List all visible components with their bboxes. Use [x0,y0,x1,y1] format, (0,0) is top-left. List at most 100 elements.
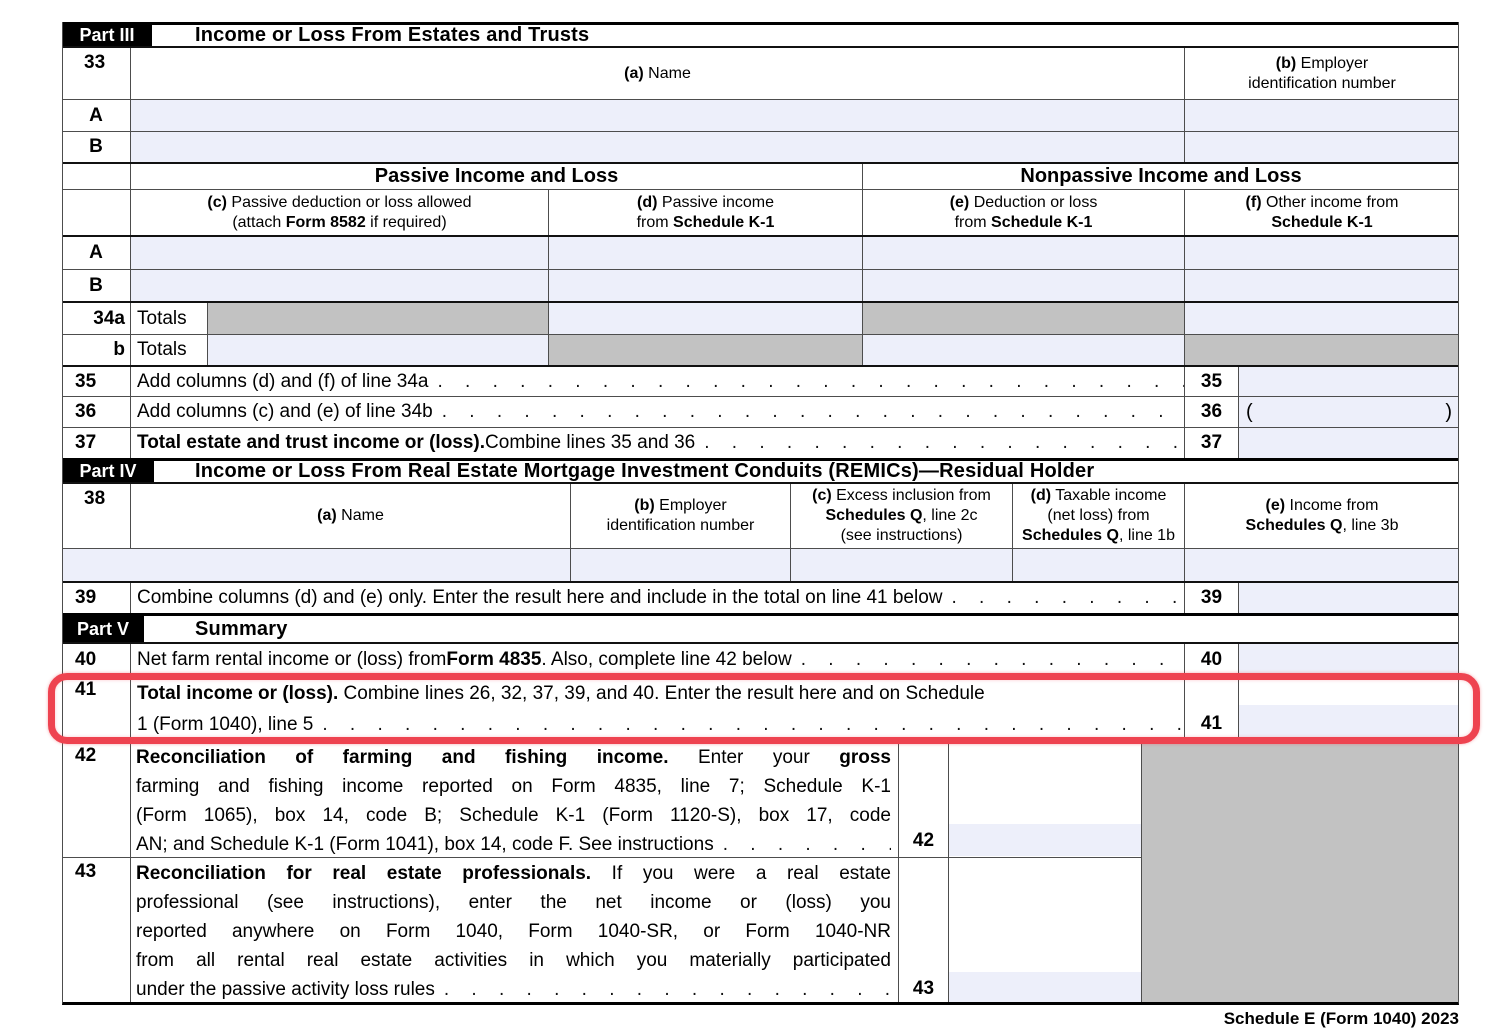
input-34a-col-f[interactable] [1184,303,1459,334]
col-header-38a: (a) Name [130,484,570,548]
line-41-number: 41 [75,679,97,700]
line-42-box: 42 [898,742,948,857]
shaded-34a-col-c [207,303,548,334]
input-33B-name[interactable] [130,132,1184,162]
input-38-ein[interactable] [570,549,790,581]
shaded-34b-col-f [1184,335,1459,365]
form-footer: Schedule E (Form 1040) 2023 [1223,1009,1459,1028]
row-A-label: A [89,104,103,126]
line-43-amount-cell [948,858,1141,1005]
paren-open: ( [1246,400,1253,423]
input-34b-col-e[interactable] [862,335,1184,365]
line-35-number: 35 [75,370,97,392]
line-43-text: Reconciliation for real estate professio… [130,858,898,1005]
input-34b-col-c[interactable] [207,335,548,365]
input-B-col-e[interactable] [862,270,1184,301]
input-41-amount[interactable] [1239,705,1459,739]
dot-leader: . . . . . . . . . . . . . . . . . . . . … [322,714,1184,735]
row-B-label: B [89,274,103,296]
row-A-label: A [89,242,103,263]
input-33B-ein[interactable] [1184,132,1459,162]
row-33-B: B [62,132,1459,164]
part3-header-bar: Part III Income or Loss From Estates and… [62,22,1459,48]
input-38-income[interactable] [1184,549,1459,581]
line-36-text: Add columns (c) and (e) of line 34b. . .… [130,397,1184,427]
line-41-box: 41 [1184,676,1238,740]
dot-leader: . . . . . . . . . . . . . . . . . . . . … [437,370,1185,392]
line-42-amount-cell [948,742,1141,857]
part4-title: Income or Loss From Real Estate Mortgage… [195,460,1095,482]
row-34a: 34a Totals [62,303,1459,335]
input-B-col-c[interactable] [130,270,548,301]
line-42-number: 42 [75,745,97,766]
input-A-col-c[interactable] [130,237,548,269]
col-header-38e: (e) Income from Schedules Q, line 3b [1184,484,1459,548]
col-header-a-name: (a) Name [130,48,1184,99]
part5-title: Summary [195,617,288,640]
input-40-amount[interactable] [1238,644,1459,675]
col-header-38d: (d) Taxable income (net loss) from Sched… [1012,484,1184,548]
spacer-cell [62,190,130,235]
input-38-name[interactable] [62,549,570,581]
input-38-taxable-income[interactable] [1012,549,1184,581]
input-38-excess-inclusion[interactable] [790,549,1012,581]
row-33-A: A [62,100,1459,132]
input-33A-name[interactable] [130,100,1184,131]
dot-leader: . . . . . . . . . . . . . . . . . . . . … [704,432,1184,453]
row-38-header: 38 (a) Name (b) Employer identification … [62,484,1459,549]
row-cdef-header: (c) Passive deduction or loss allowed (a… [62,190,1459,237]
line-41-text: Total income or (loss). Combine lines 26… [130,676,1184,740]
line-41-amount-cell [1238,676,1459,740]
line-38-number: 38 [84,488,106,509]
input-33A-ein[interactable] [1184,100,1459,131]
input-34a-col-d[interactable] [548,303,862,334]
shaded-block-42-43 [1141,742,1459,1005]
dot-leader: . . . . . . . . . . . . . . . . . . . . … [441,401,1184,422]
col-header-b-ein: (b) Employer identification number [1184,48,1459,99]
input-A-col-e[interactable] [862,237,1184,269]
line-36-box: 36 [1184,397,1238,427]
line-34b-number: b [113,339,125,360]
totals-label-34a: Totals [130,303,207,334]
line-37-text: Total estate and trust income or (loss).… [130,428,1184,458]
input-42-amount[interactable] [949,824,1141,856]
part4-header-bar: Part IV Income or Loss From Real Estate … [62,458,1459,484]
line-37-number: 37 [75,432,97,453]
input-35-amount[interactable] [1238,367,1459,396]
paren-close: ) [1445,400,1452,423]
line-39-text: Combine columns (d) and (e) only. Enter … [130,583,1184,613]
line-40-text: Net farm rental income or (loss) from Fo… [130,644,1184,675]
row-33-header: 33 (a) Name (b) Employer identification … [62,48,1459,100]
dot-leader: . . . . . . . . . . . . . . . . . . . . … [951,587,1185,608]
input-37-amount[interactable] [1238,428,1459,458]
input-B-col-f[interactable] [1184,270,1459,301]
input-A-col-d[interactable] [548,237,862,269]
line-43-box: 43 [898,858,948,1005]
part5-label: Part V [62,616,144,642]
line-36-number: 36 [75,401,97,422]
input-36-amount[interactable]: ( ) [1238,397,1459,427]
row-38-input [62,549,1459,583]
row-cdef-B: B [62,270,1459,303]
input-A-col-f[interactable] [1184,237,1459,269]
input-B-col-d[interactable] [548,270,862,301]
input-39-amount[interactable] [1238,583,1459,613]
col-header-c: (c) Passive deduction or loss allowed (a… [130,190,548,235]
part4-label: Part IV [62,461,154,482]
input-43-amount[interactable] [949,972,1141,1004]
row-35: 35 Add columns (d) and (f) of line 34a. … [62,367,1459,397]
col-header-38c: (c) Excess inclusion from Schedules Q, l… [790,484,1012,548]
dot-leader: . . . . . . . . . . . . . . . . . . . . … [722,834,891,855]
row-34b: b Totals [62,335,1459,367]
row-cdef-A: A [62,237,1459,270]
row-40: 40 Net farm rental income or (loss) from… [62,644,1459,676]
line-39-box: 39 [1184,583,1238,613]
line-37-box: 37 [1184,428,1238,458]
part3-label: Part III [62,25,152,46]
line-33-number: 33 [84,52,106,73]
dot-leader: . . . . . . . . . . . . . . . . . . . . … [800,648,1184,670]
line-39-number: 39 [75,587,97,608]
line-43-number: 43 [75,861,97,882]
col-header-38b: (b) Employer identification number [570,484,790,548]
row-36: 36 Add columns (c) and (e) of line 34b. … [62,397,1459,428]
